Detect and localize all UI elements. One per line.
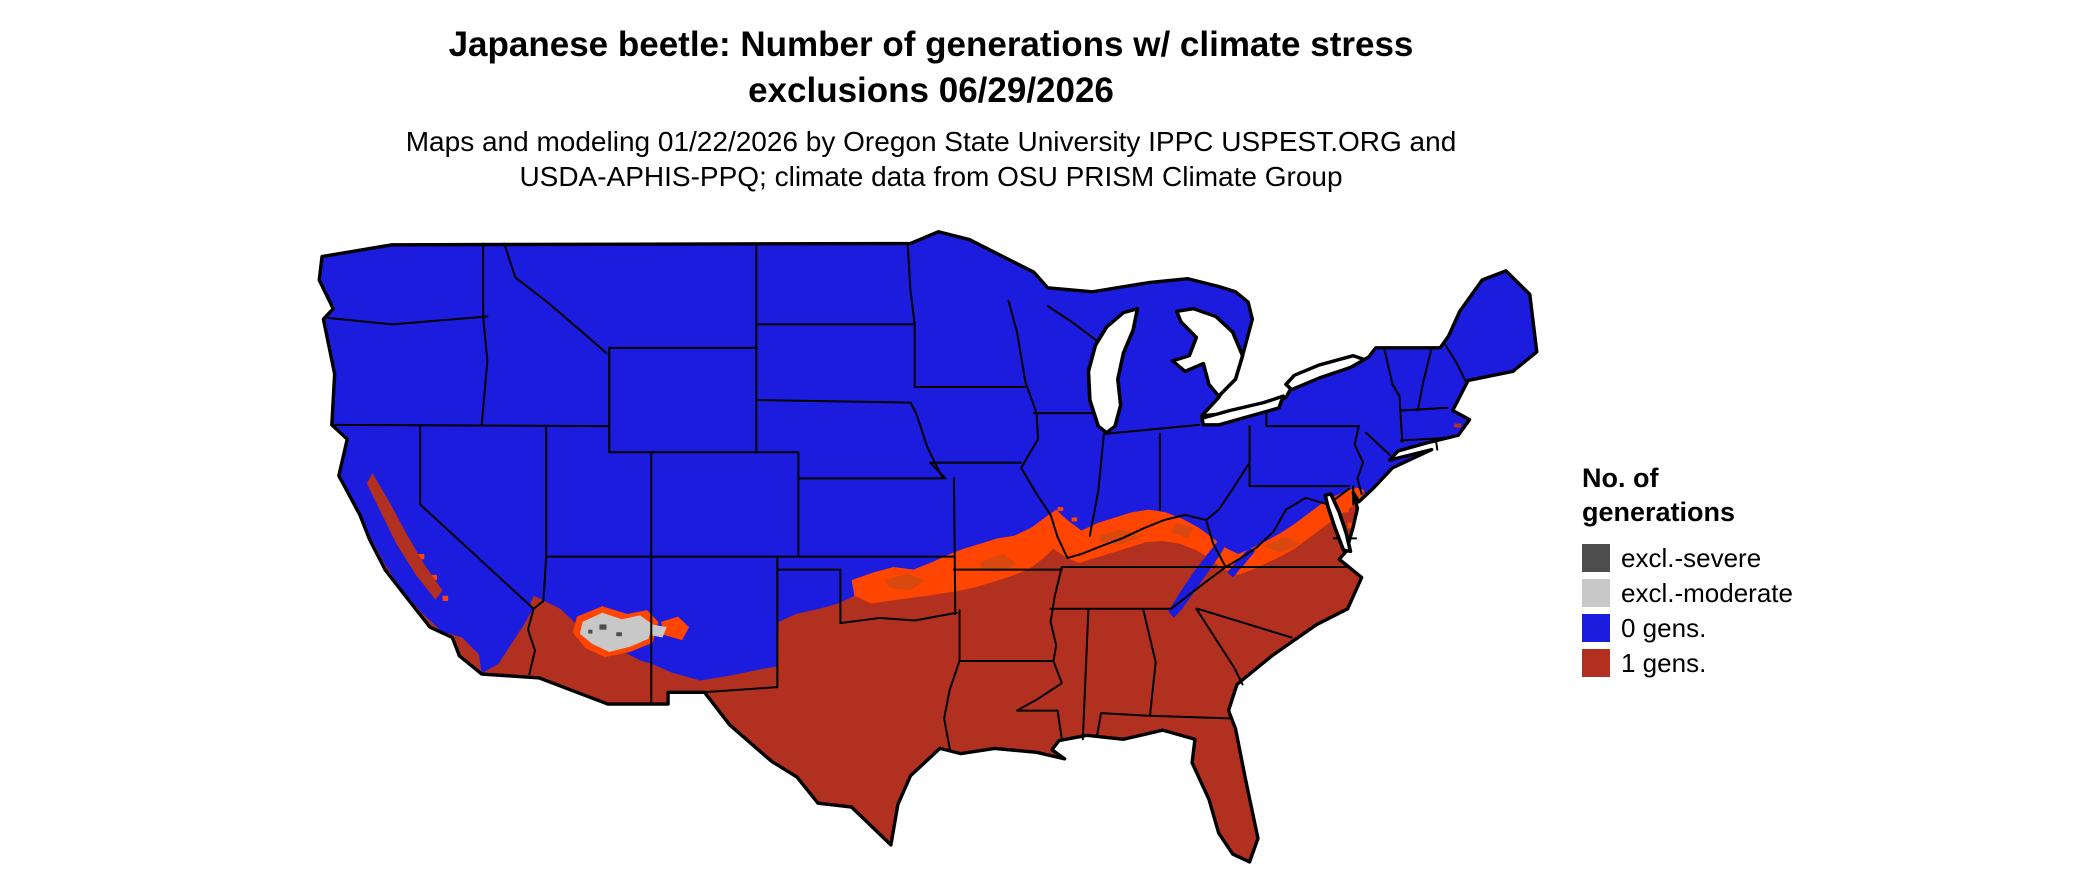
legend-item: 0 gens. [1582,612,1902,643]
legend-item: excl.-moderate [1582,577,1902,608]
page-title: Japanese beetle: Number of generations w… [0,22,1862,113]
legend-swatch [1582,543,1610,572]
water-bodies [1086,307,1367,554]
legend-label: 1 gens. [1621,647,1707,678]
page-subtitle: Maps and modeling 01/22/2026 by Oregon S… [0,124,1862,194]
region-exclusion-moderate-fringe [649,624,667,638]
legend-swatch [1582,613,1610,642]
region-west-nm-orange [661,616,690,641]
legend-swatch [1582,648,1610,677]
us-map-svg [308,220,1548,888]
legend-item: 1 gens. [1582,647,1902,678]
region-exclusion-severe [588,624,622,637]
us-generations-map [308,220,1548,888]
chesapeake-bay [1323,492,1353,554]
lake-erie [1200,394,1286,427]
map-fill-regions [319,231,1537,862]
state-borders [328,243,1466,748]
title-line-2: exclusions 06/29/2026 [748,70,1114,110]
legend-label: 0 gens. [1621,612,1707,643]
red-speckles [1454,423,1462,428]
legend-title-line-1: No. of [1582,463,1659,493]
subtitle-line-1: Maps and modeling 01/22/2026 by Oregon S… [405,126,1457,157]
map-legend: No. of generations excl.-severe excl.-mod… [1582,462,1902,684]
legend-title-line-2: generations [1582,496,1736,527]
subtitle-line-2: USDA-APHIS-PPQ; climate data from OSU PR… [519,161,1343,192]
legend-items: excl.-severe excl.-moderate 0 gens. 1 gens. [1582,542,1902,678]
lake-michigan [1086,307,1140,435]
title-line-1: Japanese beetle: Number of generations w… [448,25,1414,64]
legend-item: excl.-severe [1582,542,1902,573]
lake-huron [1170,307,1245,398]
legend-label: excl.-moderate [1621,577,1793,608]
lake-ontario [1284,353,1367,392]
region-zero-generations [319,231,1537,862]
legend-label: excl.-severe [1621,542,1762,573]
legend-title: No. of generations [1582,462,1902,530]
region-transition-clumps [885,522,1300,591]
legend-swatch [1582,578,1610,607]
region-transition-band [851,487,1365,604]
